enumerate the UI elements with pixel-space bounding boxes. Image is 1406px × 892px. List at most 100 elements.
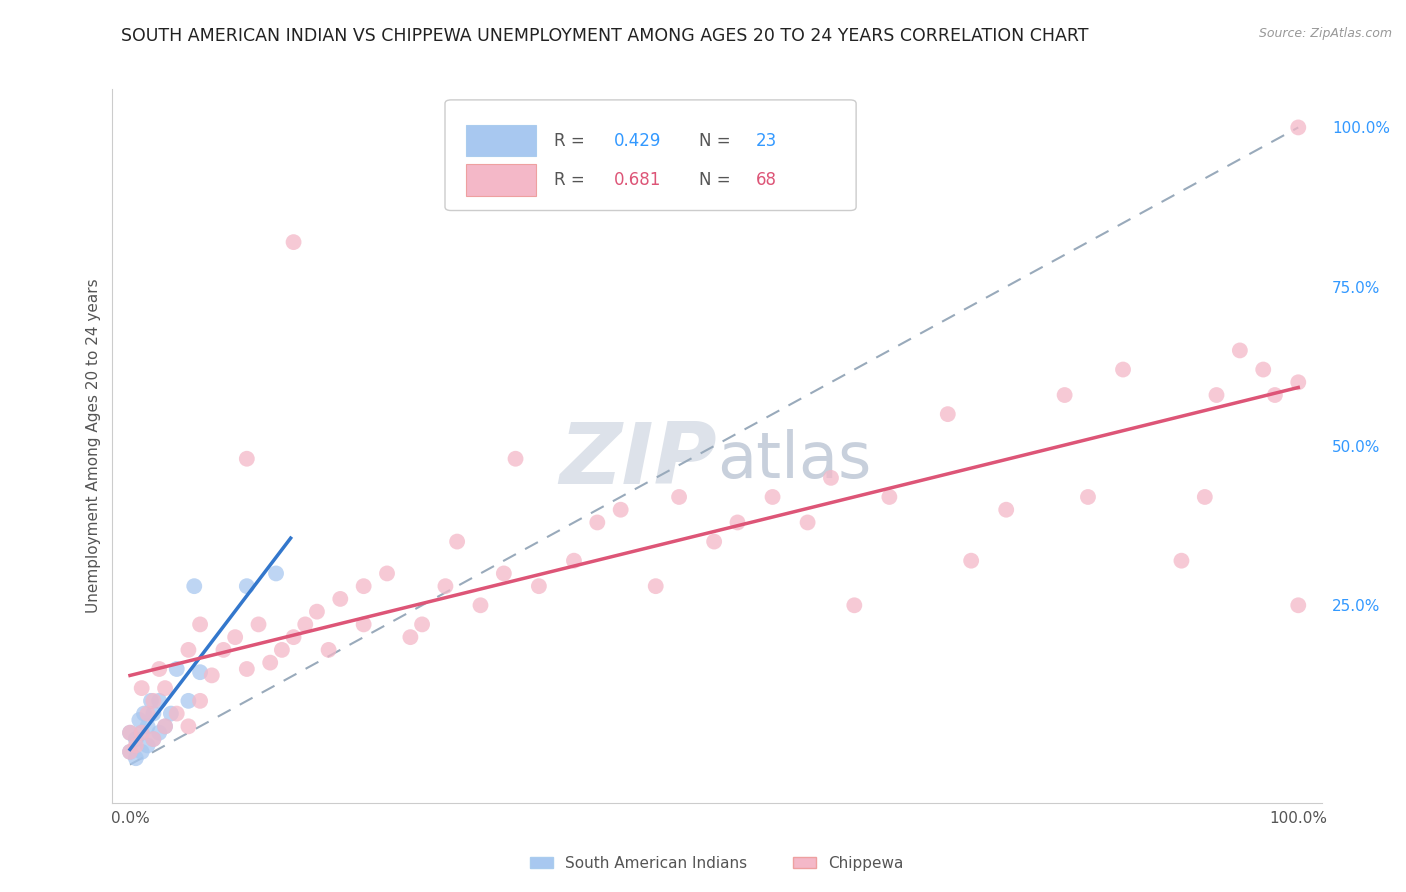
Text: atlas: atlas (717, 429, 872, 491)
Point (188, 617, 211, 632)
Text: ZIP: ZIP (560, 418, 717, 502)
Point (1194, 490, 1216, 504)
Point (283, 235, 305, 249)
Point (125, 739, 148, 753)
Point (492, 566, 515, 581)
Point (142, 732, 165, 747)
Point (375, 566, 398, 581)
Point (527, 579, 550, 593)
Point (139, 694, 162, 708)
Point (183, 579, 205, 593)
Point (995, 502, 1018, 516)
Point (844, 599, 866, 613)
Point (879, 490, 901, 504)
Point (1112, 362, 1135, 376)
Text: N =: N = (699, 132, 735, 150)
Point (128, 713, 150, 727)
Point (166, 662, 188, 676)
Point (1286, 376, 1309, 390)
Point (142, 706, 165, 721)
Point (131, 725, 153, 739)
Point (118, 725, 141, 739)
Bar (465, 125, 536, 156)
Point (1205, 388, 1227, 402)
Y-axis label: Unemployment Among Ages 20 to 24 years: Unemployment Among Ages 20 to 24 years (86, 278, 101, 614)
Point (132, 706, 155, 721)
Point (148, 662, 170, 676)
Point (125, 732, 148, 747)
Point (259, 656, 281, 670)
Point (294, 617, 316, 632)
Point (609, 502, 631, 516)
Point (125, 751, 148, 765)
Point (136, 706, 159, 721)
Point (131, 725, 153, 739)
Point (1286, 120, 1309, 135)
Point (1053, 388, 1076, 402)
Point (160, 706, 183, 721)
Point (177, 694, 200, 708)
Bar (465, 164, 536, 195)
Point (1264, 388, 1286, 402)
Point (1170, 554, 1192, 568)
Point (353, 579, 375, 593)
Point (118, 725, 141, 739)
Point (118, 745, 141, 759)
Point (1286, 599, 1309, 613)
Point (270, 643, 292, 657)
Point (283, 630, 305, 644)
Text: 0.429: 0.429 (614, 132, 662, 150)
Point (820, 471, 842, 485)
Legend: South American Indians, Chippewa: South American Indians, Chippewa (524, 850, 910, 877)
Point (224, 630, 246, 644)
Point (470, 599, 492, 613)
Point (399, 630, 422, 644)
Point (644, 579, 666, 593)
Point (353, 617, 375, 632)
Point (136, 719, 159, 733)
Point (236, 579, 259, 593)
Point (936, 407, 959, 421)
Point (446, 534, 468, 549)
Point (136, 739, 159, 753)
Point (1077, 490, 1099, 504)
Point (761, 490, 783, 504)
Point (668, 490, 690, 504)
Point (236, 662, 259, 676)
Point (247, 617, 270, 632)
Point (142, 732, 165, 747)
Point (148, 694, 170, 708)
Point (131, 745, 153, 759)
Text: SOUTH AMERICAN INDIAN VS CHIPPEWA UNEMPLOYMENT AMONG AGES 20 TO 24 YEARS CORRELA: SOUTH AMERICAN INDIAN VS CHIPPEWA UNEMPL… (121, 27, 1088, 45)
Point (177, 643, 200, 657)
Point (505, 451, 527, 466)
Point (1229, 343, 1251, 358)
Point (148, 725, 170, 739)
Point (153, 719, 176, 733)
Text: R =: R = (554, 171, 591, 189)
Point (153, 681, 176, 695)
Text: R =: R = (554, 132, 591, 150)
Point (212, 643, 235, 657)
Point (142, 694, 165, 708)
Point (188, 665, 211, 680)
Point (264, 566, 287, 581)
Point (166, 706, 188, 721)
Point (305, 605, 328, 619)
Point (188, 694, 211, 708)
FancyBboxPatch shape (446, 100, 856, 211)
Text: 23: 23 (756, 132, 778, 150)
Point (118, 745, 141, 759)
Text: 68: 68 (756, 171, 776, 189)
Text: 0.681: 0.681 (614, 171, 662, 189)
Point (131, 681, 153, 695)
Point (177, 719, 200, 733)
Point (236, 451, 259, 466)
Point (201, 668, 224, 682)
Point (562, 554, 585, 568)
Point (318, 643, 340, 657)
Point (434, 579, 457, 593)
Point (1251, 362, 1274, 376)
Point (703, 534, 725, 549)
Point (329, 591, 352, 606)
